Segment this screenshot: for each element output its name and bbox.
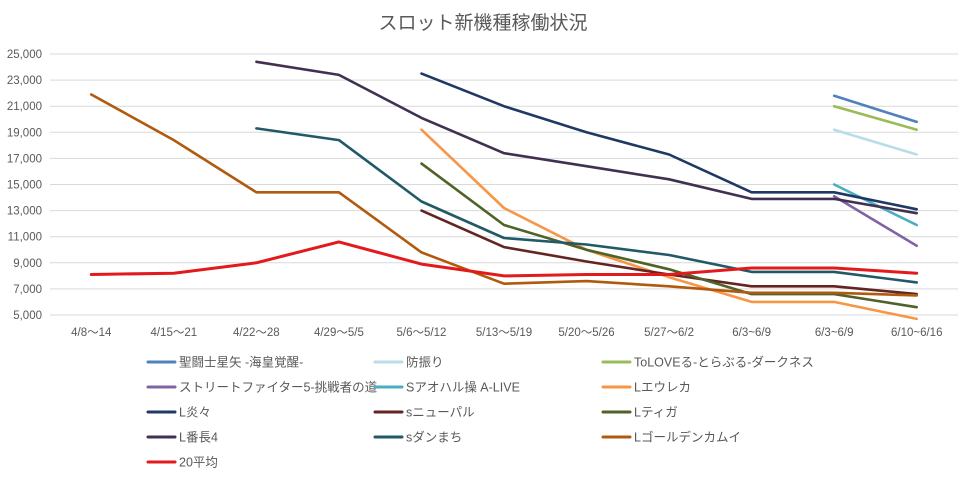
x-tick-label: 5/6～5/12 — [397, 327, 447, 339]
x-tick-label: 6/3~6/9 — [815, 327, 854, 339]
x-axis: 4/8～14 4/15～21 4/22～28 4/29～5/5 5/6～5/12 5/13… — [71, 327, 942, 339]
series-0 — [832, 94, 919, 124]
series-line — [420, 128, 919, 321]
series-line — [420, 72, 919, 211]
legend-item: sダンまち — [373, 430, 462, 445]
legend-item: 20平均 — [146, 456, 218, 470]
x-tick-label: 5/27～6/2 — [644, 327, 694, 339]
legend-label: ストリートファイター5-挑戦者の道- — [179, 381, 381, 395]
x-tick-label: 4/15～21 — [150, 327, 197, 339]
series-line — [90, 93, 919, 297]
series-line — [832, 94, 919, 124]
x-tick-label: 4/22～28 — [233, 327, 280, 339]
legend-item: L番長4 — [146, 431, 218, 445]
legend: 聖闘士星矢 -海皇覚醒- 防振り ToLOVEる-とらぶる-ダークネスストリートファ… — [146, 355, 814, 470]
legend-label: Sアオハル操 A-LIVE — [406, 380, 520, 395]
legend-item: 聖闘士星矢 -海皇覚醒- — [146, 355, 303, 370]
y-tick-label: 7,000 — [13, 284, 42, 296]
legend-label: 20平均 — [179, 456, 218, 470]
legend-item: ToLOVEる-とらぶる-ダークネス — [601, 355, 814, 370]
legend-item: Lティガ — [601, 406, 678, 420]
legend-label: sダンまち — [406, 430, 462, 445]
series-line — [255, 60, 919, 215]
series-10 — [255, 127, 919, 284]
y-tick-label: 17,000 — [7, 153, 42, 165]
legend-label: ToLOVEる-とらぶる-ダークネス — [634, 355, 814, 370]
legend-label: L炎々 — [179, 406, 211, 420]
series-line — [832, 194, 919, 248]
series-2 — [832, 104, 919, 131]
legend-item: L炎々 — [146, 406, 211, 420]
y-tick-label: 11,000 — [8, 232, 42, 244]
series-line — [832, 128, 919, 156]
series-line — [89, 240, 919, 278]
series-3 — [832, 194, 919, 248]
x-tick-label: 5/20～5/26 — [558, 327, 614, 339]
legend-item: Lゴールデンカムイ — [601, 430, 741, 445]
x-tick-label: 4/29～5/5 — [314, 327, 364, 339]
y-tick-label: 25,000 — [7, 49, 42, 61]
x-tick-label: 6/10~6/16 — [891, 327, 942, 339]
series-5 — [420, 128, 919, 321]
legend-label: L番長4 — [179, 431, 218, 445]
series-9 — [255, 60, 919, 215]
legend-label: Lエウレカ — [634, 381, 691, 395]
y-tick-label: 15,000 — [7, 180, 42, 192]
legend-label: sニューパル — [406, 406, 475, 420]
legend-label: 聖闘士星矢 -海皇覚醒- — [179, 355, 303, 370]
chart-title: スロット新機種稼働状況 — [378, 12, 587, 34]
legend-item: ストリートファイター5-挑戦者の道- — [146, 381, 381, 395]
y-tick-label: 19,000 — [7, 127, 42, 139]
legend-label: 防振り — [406, 355, 444, 370]
y-tick-label: 5,000 — [13, 310, 42, 322]
legend-item: 防振り — [373, 355, 444, 370]
series-6 — [420, 72, 919, 211]
legend-label: Lティガ — [634, 406, 678, 420]
series-lines — [89, 60, 919, 321]
y-axis: 5,000 7,000 9,000 11,000 13,000 15,000 17,000 1… — [7, 49, 42, 322]
y-tick-label: 9,000 — [13, 258, 42, 270]
y-tick-label: 13,000 — [7, 206, 42, 218]
series-line — [255, 127, 919, 284]
x-tick-label: 4/8～14 — [71, 327, 112, 339]
x-tick-label: 5/13～5/19 — [476, 327, 532, 339]
series-line — [832, 104, 919, 131]
series-12 — [89, 240, 919, 278]
legend-item: sニューパル — [373, 406, 475, 420]
x-tick-label: 6/3~6/9 — [732, 327, 771, 339]
legend-item: Lエウレカ — [601, 381, 691, 395]
legend-item: Sアオハル操 A-LIVE — [373, 380, 520, 395]
legend-label: Lゴールデンカムイ — [634, 430, 741, 445]
series-1 — [832, 128, 919, 156]
series-11 — [90, 93, 919, 297]
y-tick-label: 21,000 — [7, 101, 42, 113]
y-tick-label: 23,000 — [7, 75, 42, 87]
